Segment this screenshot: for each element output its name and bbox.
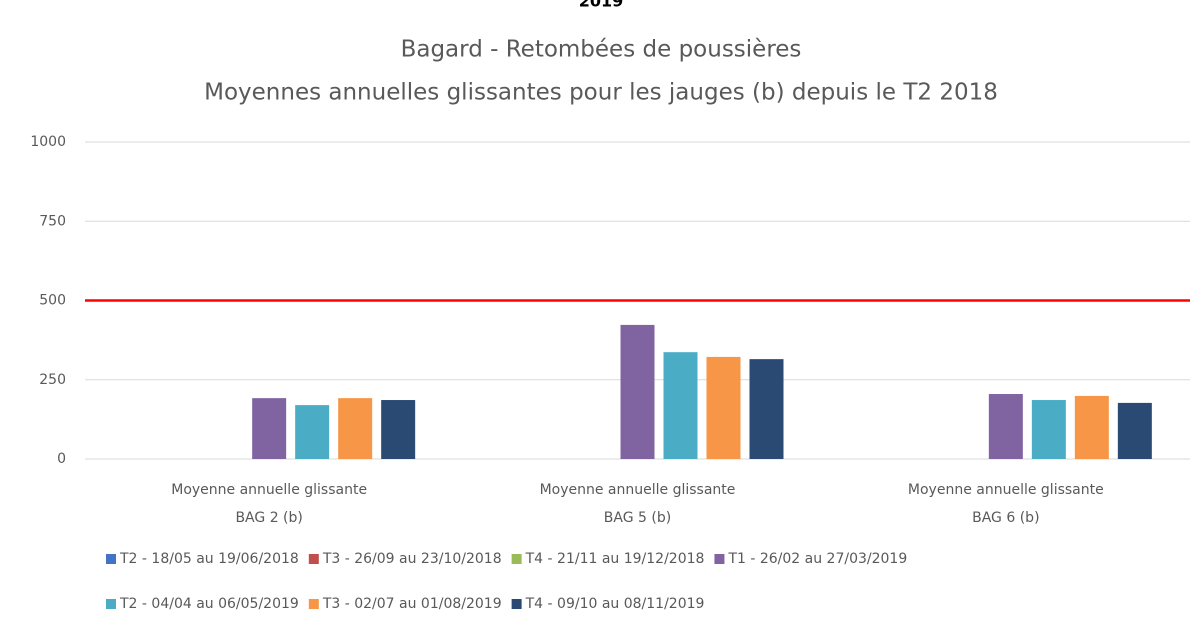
bar <box>1074 395 1109 459</box>
bar <box>252 398 287 459</box>
legend-label: T2 - 04/04 au 06/05/2019 <box>119 596 299 612</box>
bar <box>1031 400 1066 459</box>
legend-swatch <box>308 554 319 564</box>
bar <box>749 359 784 459</box>
x-tick-label: Moyenne annuelle glissante <box>908 482 1104 498</box>
x-tick-label: BAG 6 (b) <box>972 510 1039 526</box>
y-tick-label: 1000 <box>30 134 66 150</box>
y-tick-label: 500 <box>39 293 66 309</box>
bar <box>988 394 1023 459</box>
legend-label: T4 - 21/11 au 19/12/2018 <box>525 551 705 567</box>
y-tick-label: 750 <box>39 213 66 229</box>
legend-label: T2 - 18/05 au 19/06/2018 <box>119 551 299 567</box>
x-tick-label: Moyenne annuelle glissante <box>540 482 736 498</box>
legend-label: T3 - 26/09 au 23/10/2018 <box>322 551 502 567</box>
x-tick-label: BAG 5 (b) <box>604 510 671 526</box>
bar <box>1117 402 1152 459</box>
legend-label: T3 - 02/07 au 01/08/2019 <box>322 596 502 612</box>
chart-subtitle: Moyennes annuelles glissantes pour les j… <box>204 80 998 106</box>
x-tick-label: Moyenne annuelle glissante <box>171 482 367 498</box>
bar <box>295 405 330 459</box>
bar <box>663 352 698 459</box>
cropped-text: 2019 <box>579 0 624 11</box>
legend-swatch <box>511 599 522 609</box>
bar <box>381 400 416 459</box>
legend-swatch <box>714 554 725 564</box>
legend-swatch <box>511 554 522 564</box>
bar <box>338 398 373 459</box>
legend-label: T1 - 26/02 au 27/03/2019 <box>727 551 907 567</box>
y-tick-label: 250 <box>39 372 66 388</box>
legend-swatch <box>106 554 116 564</box>
legend-label: T4 - 09/10 au 08/11/2019 <box>525 596 705 612</box>
x-tick-label: BAG 2 (b) <box>235 510 302 526</box>
y-tick-label: 0 <box>57 451 66 467</box>
bar <box>620 324 655 459</box>
chart-title: Bagard - Retombées de poussières <box>401 37 802 63</box>
legend-swatch <box>106 599 116 609</box>
bar <box>706 356 741 459</box>
legend-swatch <box>308 599 319 609</box>
